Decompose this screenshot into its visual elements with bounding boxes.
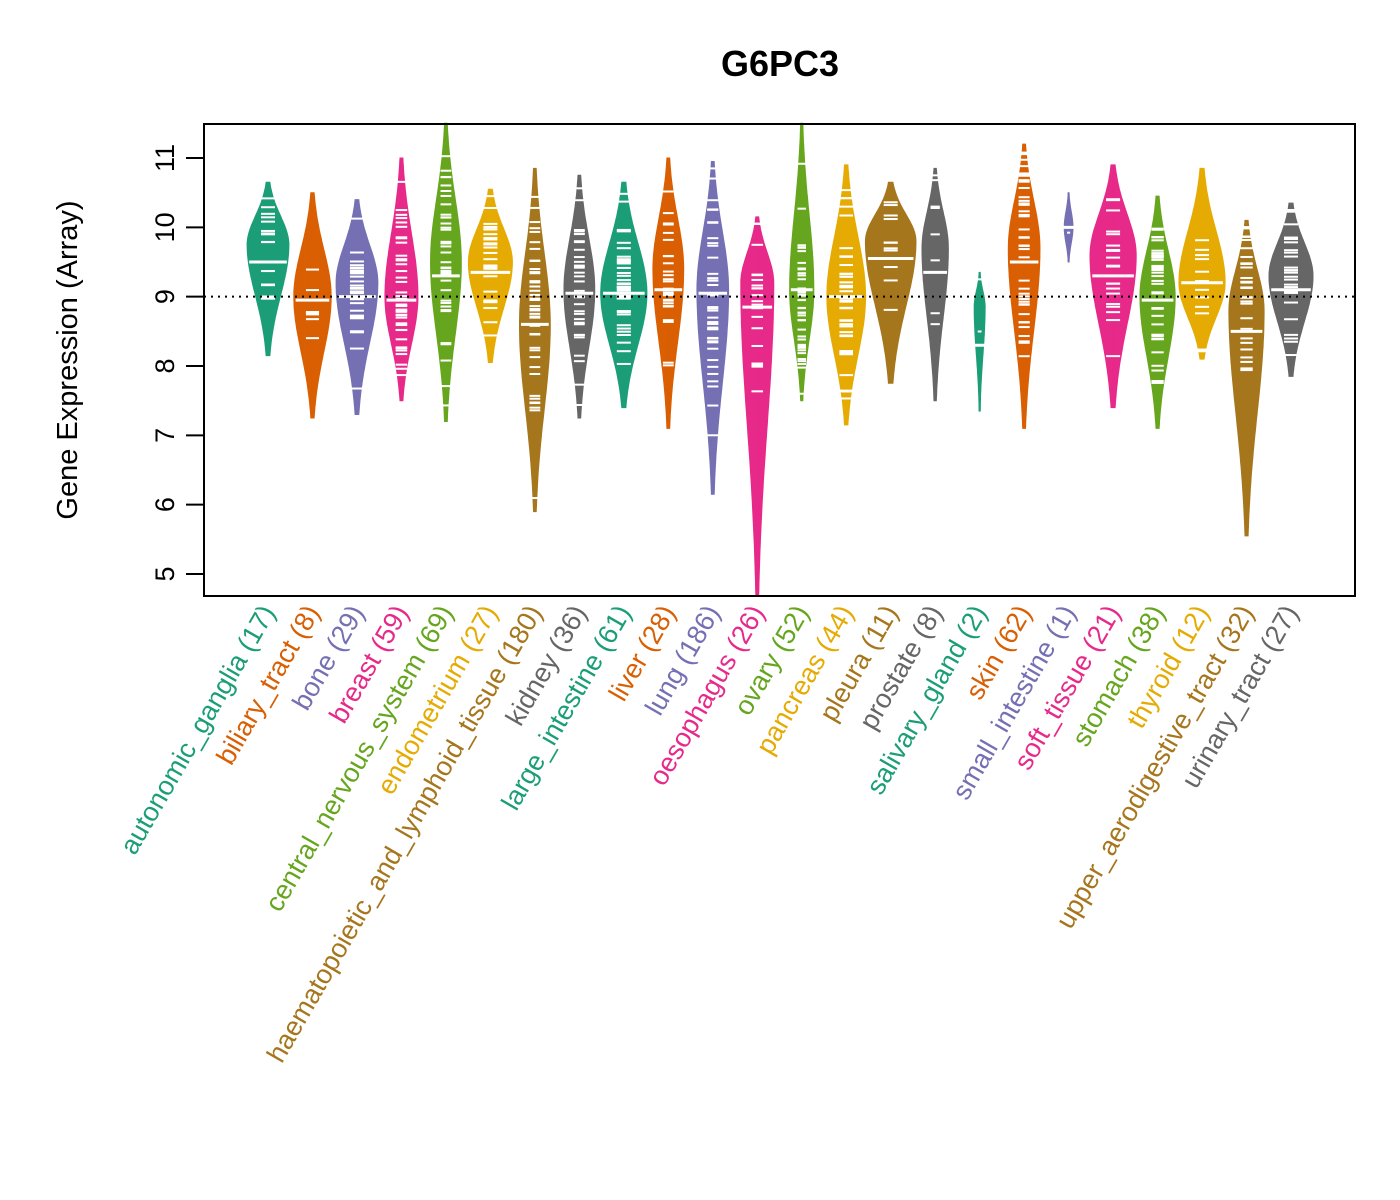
violin-urinary-tract	[1268, 202, 1314, 377]
violins-group	[246, 122, 1314, 596]
y-tick-label: 10	[150, 212, 180, 242]
x-axis-labels: autonomic_ganglia (17)biliary_tract (8)b…	[114, 600, 1304, 1067]
violin-prostate	[921, 167, 949, 402]
violin-breast	[384, 157, 419, 402]
chart-title: G6PC3	[721, 43, 839, 84]
violin-autonomic-ganglia	[246, 181, 290, 357]
plot-frame	[203, 123, 1356, 597]
violin-haematopoietic-and-lymphoid-tissue	[519, 167, 551, 513]
violin-small-intestine	[1060, 192, 1077, 263]
y-tick-label: 7	[150, 428, 180, 443]
violin-bone	[335, 199, 379, 415]
violin-liver	[652, 157, 685, 429]
y-axis: 5 6 7 8 9 10 11	[150, 144, 204, 582]
violin-salivary-gland	[971, 271, 988, 412]
y-tick-label: 9	[150, 289, 180, 304]
y-tick-label: 11	[150, 144, 180, 172]
y-tick-label: 5	[150, 566, 180, 581]
violin-soft-tissue	[1089, 164, 1137, 409]
violin-central-nervous-system	[429, 122, 462, 422]
violin-pancreas	[826, 164, 867, 426]
violin-large-intestine	[600, 181, 648, 409]
y-tick-label: 6	[150, 497, 180, 512]
y-axis-label: Gene Expression (Array)	[52, 200, 84, 519]
violin-oesophagus	[740, 216, 775, 596]
violin-lung	[696, 161, 730, 495]
violin-biliary-tract	[293, 192, 332, 419]
violin-endometrium	[467, 188, 513, 363]
violin-stomach	[1139, 195, 1176, 429]
y-tick-label: 8	[150, 358, 180, 373]
violin-pleura	[864, 181, 917, 384]
violin-skin	[1007, 143, 1041, 429]
violin-upper-aerodigestive-tract	[1228, 219, 1265, 537]
violin-thyroid	[1178, 167, 1226, 360]
violin-ovary	[789, 122, 815, 402]
violin-kidney	[563, 174, 596, 419]
